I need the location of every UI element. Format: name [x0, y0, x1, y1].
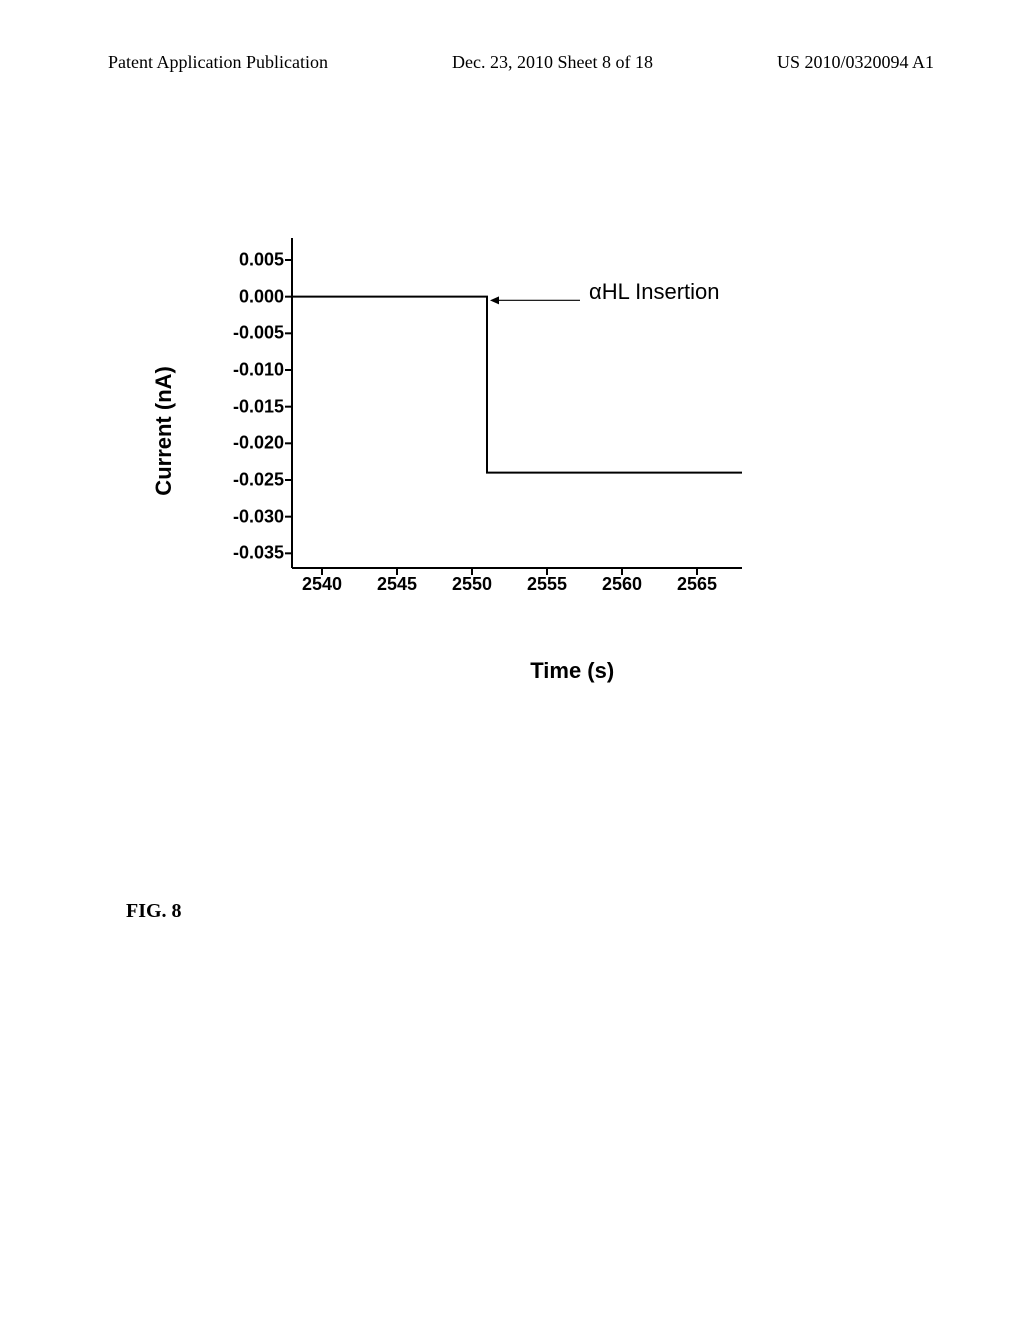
chart-container: Current (nA) 0.0050.000-0.005-0.010-0.01…	[182, 238, 902, 628]
ytick-label: -0.025	[233, 470, 284, 491]
xtick-label: 2560	[602, 574, 642, 595]
plot-area: 0.0050.000-0.005-0.010-0.015-0.020-0.025…	[292, 238, 742, 568]
ytick-label: -0.030	[233, 506, 284, 527]
ytick-label: -0.015	[233, 396, 284, 417]
header-right: US 2010/0320094 A1	[777, 52, 934, 73]
xtick-label: 2565	[677, 574, 717, 595]
page-header: Patent Application Publication Dec. 23, …	[0, 52, 1024, 73]
header-left: Patent Application Publication	[108, 52, 328, 73]
ytick-label: -0.005	[233, 323, 284, 344]
ytick-label: 0.005	[239, 250, 284, 271]
xtick-label: 2540	[302, 574, 342, 595]
xtick-label: 2550	[452, 574, 492, 595]
x-axis-label: Time (s)	[530, 658, 614, 684]
annotation-label: αHL Insertion	[589, 279, 720, 305]
ytick-label: -0.020	[233, 433, 284, 454]
y-axis-label: Current (nA)	[151, 366, 177, 496]
xtick-label: 2545	[377, 574, 417, 595]
ytick-label: -0.010	[233, 360, 284, 381]
figure-label: FIG. 8	[126, 900, 182, 923]
ytick-label: 0.000	[239, 286, 284, 307]
ytick-label: -0.035	[233, 543, 284, 564]
header-center: Dec. 23, 2010 Sheet 8 of 18	[452, 52, 653, 73]
xtick-label: 2555	[527, 574, 567, 595]
